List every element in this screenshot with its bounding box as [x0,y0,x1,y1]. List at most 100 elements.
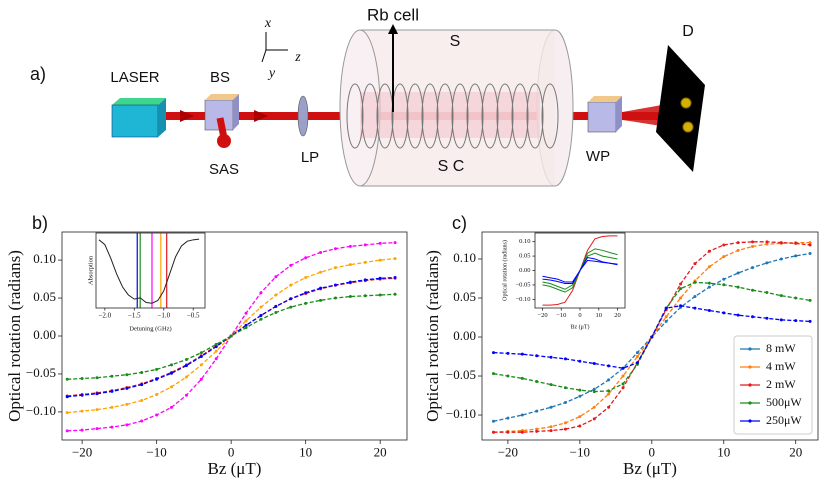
data-point [607,378,611,382]
series-line [493,241,811,433]
data-point [378,276,382,280]
legend-swatch-dot [748,383,752,387]
data-point [808,252,812,256]
label: S [450,33,461,50]
data-point [765,242,769,246]
legend-label: 250μW [766,413,802,427]
data-point [244,326,248,330]
data-point [635,355,639,359]
data-point [393,257,397,261]
polarizer [297,95,309,137]
x-tick-label: −10 [146,445,166,460]
data-point [199,363,203,367]
data-point [751,315,755,319]
label: D [682,23,694,40]
data-point [621,386,625,390]
data-point [520,352,524,356]
data-point [635,351,639,355]
axis-label: y [267,66,276,81]
x-tick-label: 0 [578,312,581,319]
data-point [722,255,726,259]
data-point [274,275,278,279]
series-line [542,259,618,284]
data-point [378,241,382,245]
plot-frame [534,232,626,309]
y-tick-label: 0.10 [33,251,56,266]
y-tick-label: −0.10 [515,296,530,303]
panel-label: a) [30,64,46,84]
data-point [348,280,352,284]
data-point [707,249,711,253]
data-point [578,415,582,419]
data-point [214,357,218,361]
data-point [693,306,697,310]
data-point [549,405,553,409]
data-point [199,354,203,358]
data-point [155,367,159,371]
x-axis-label: Detuning (GHz) [129,325,171,332]
data-point [259,305,263,309]
wp-top [588,96,622,102]
data-point [214,345,218,349]
data-point [592,390,596,394]
data-point [535,409,539,413]
data-point [621,374,625,378]
data-point [707,308,711,312]
data-point [65,411,69,415]
data-point [229,334,233,338]
data-point [535,429,539,433]
x-tick-label: −20 [537,312,547,319]
y-tick-label: 0.00 [519,267,530,274]
data-point [259,317,263,321]
data-point [125,423,129,427]
legend-label: 8 mW [766,341,796,355]
data-point [563,386,567,390]
y-tick-label: 0.00 [33,327,56,342]
plot-frame [481,231,819,441]
data-point [140,370,144,374]
label: Rb cell [367,5,419,24]
data-point [244,323,248,327]
data-point [184,364,188,368]
wp-side [616,96,622,132]
data-point [170,405,174,409]
data-point [607,405,611,409]
data-point [765,240,769,244]
legend-label: 500μW [766,395,802,409]
data-point [707,265,711,269]
data-point [244,311,248,315]
data-point [751,245,755,249]
data-point [363,260,367,264]
data-point [794,254,798,258]
inset-background [96,233,205,308]
y-tick-label: −0.10 [446,406,476,421]
data-point [722,243,726,247]
legend-box [733,335,813,435]
data-point [65,377,69,381]
data-point [348,295,352,299]
label: S C [438,158,465,175]
x-tick-label: −10 [570,445,590,460]
data-point [110,425,114,429]
data-point [95,376,99,380]
data-point [95,392,99,396]
data-point [304,256,308,260]
x-tick-label: −2.0 [98,311,111,319]
data-point [319,286,323,290]
data-point [765,316,769,320]
x-tick-label: 0 [228,445,235,460]
laser-top [112,98,166,105]
label: LASER [110,69,159,86]
axis-label: z [294,50,301,65]
data-point [199,351,203,355]
data-point [125,402,129,406]
data-point [155,413,159,417]
x-tick-label: −20 [72,445,92,460]
data-point [592,362,596,366]
panel-label: c) [452,213,467,233]
photodiode [680,97,692,109]
data-point [274,293,278,297]
data-point [592,417,596,421]
x-tick-label: 20 [789,445,802,460]
